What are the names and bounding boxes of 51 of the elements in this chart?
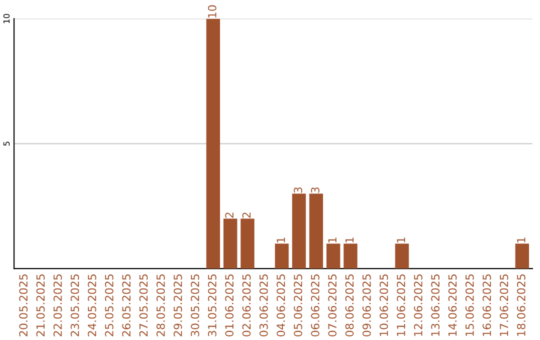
- data-label: 2: [242, 212, 251, 218]
- bar: [206, 18, 220, 269]
- data-label: 1: [328, 238, 336, 242]
- bar: [309, 194, 324, 269]
- x-tick-label: 04.06.2025: [276, 274, 286, 336]
- x-tick-label: 23.05.2025: [70, 274, 80, 336]
- x-tick-label: 06.06.2025: [310, 274, 320, 336]
- x-tick-label: 07.06.2025: [328, 274, 337, 336]
- x-tick-label: 14.06.2025: [448, 274, 457, 336]
- data-label: 10: [208, 5, 216, 18]
- x-tick-label: 02.06.2025: [242, 274, 251, 336]
- x-tick-label: 01.06.2025: [225, 274, 234, 336]
- x-tick-label: 20.05.2025: [19, 274, 28, 336]
- x-tick-label: 27.05.2025: [139, 274, 148, 336]
- bar: [326, 244, 340, 269]
- x-tick-label: 17.06.2025: [500, 274, 508, 336]
- data-label: 2: [225, 212, 234, 218]
- x-tick-label: 30.05.2025: [190, 274, 200, 336]
- x-tick-label: 10.06.2025: [380, 274, 388, 336]
- bar: [292, 194, 306, 269]
- data-label: 3: [294, 187, 302, 193]
- x-tick-label: 11.06.2025: [396, 274, 406, 336]
- x-tick-label: 03.06.2025: [259, 274, 268, 336]
- bar: [240, 218, 254, 269]
- bar: [223, 218, 238, 269]
- x-tick-label: 13.06.2025: [431, 274, 440, 336]
- x-tick-label: 22.05.2025: [53, 274, 62, 336]
- x-tick-label: 25.05.2025: [104, 274, 114, 336]
- data-label: 1: [396, 238, 406, 242]
- x-tick-label: 24.05.2025: [88, 274, 96, 336]
- bar: [344, 244, 358, 269]
- x-tick-label: 16.06.2025: [482, 274, 492, 336]
- bar: [274, 244, 289, 269]
- x-tick-label: 29.05.2025: [174, 274, 182, 336]
- x-tick-label: 12.06.2025: [414, 274, 422, 336]
- x-tick-label: 18.06.2025: [516, 274, 526, 336]
- x-tick-label: 15.06.2025: [465, 274, 474, 336]
- data-label: 3: [310, 187, 320, 193]
- bar: [395, 244, 409, 269]
- x-tick-label: 21.05.2025: [36, 274, 45, 336]
- data-label: 1: [345, 238, 354, 242]
- x-tick-label: 28.05.2025: [156, 274, 165, 336]
- data-label: 1: [276, 238, 285, 242]
- x-tick-label: 09.06.2025: [362, 274, 371, 336]
- data-label: 1: [517, 238, 526, 242]
- x-tick-label: 08.06.2025: [345, 274, 354, 336]
- x-tick-label: 05.06.2025: [294, 274, 302, 336]
- y-tick-label: 5: [3, 142, 10, 146]
- x-tick-label: 31.05.2025: [208, 274, 216, 336]
- bar: [515, 244, 530, 269]
- x-tick-label: 26.05.2025: [122, 274, 131, 336]
